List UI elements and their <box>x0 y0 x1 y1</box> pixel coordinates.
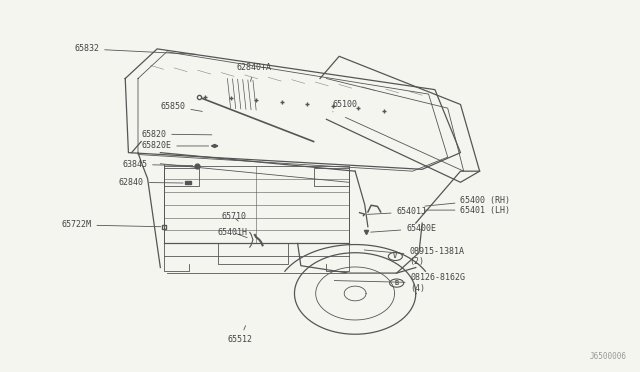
Bar <box>184 181 191 184</box>
Text: 65400E: 65400E <box>371 224 436 233</box>
Text: 65401H: 65401H <box>218 228 248 238</box>
Text: V: V <box>393 253 397 259</box>
Text: 65100: 65100 <box>333 100 358 112</box>
Text: 65512: 65512 <box>227 326 252 344</box>
Text: 65722M: 65722M <box>61 221 161 230</box>
Bar <box>314 168 349 186</box>
Text: 65401J: 65401J <box>367 208 427 217</box>
Text: 65832: 65832 <box>74 44 196 54</box>
Text: J6500006: J6500006 <box>589 352 627 361</box>
Text: 65710: 65710 <box>221 212 246 221</box>
Bar <box>164 168 198 186</box>
Text: 65820E: 65820E <box>141 141 209 151</box>
Text: 62840: 62840 <box>119 178 183 187</box>
Text: 62840+A: 62840+A <box>237 63 272 81</box>
Text: 65400 (RH): 65400 (RH) <box>425 196 511 206</box>
Text: 65401 (LH): 65401 (LH) <box>425 206 511 215</box>
Text: 08126-8162G
(4): 08126-8162G (4) <box>334 273 466 293</box>
Text: B: B <box>394 280 399 286</box>
Text: 63845: 63845 <box>122 160 193 169</box>
Text: 65850: 65850 <box>161 102 202 111</box>
Text: 08915-1381A
(2): 08915-1381A (2) <box>364 247 465 266</box>
Polygon shape <box>211 144 218 147</box>
Bar <box>218 243 288 264</box>
Text: 65820: 65820 <box>141 129 212 139</box>
